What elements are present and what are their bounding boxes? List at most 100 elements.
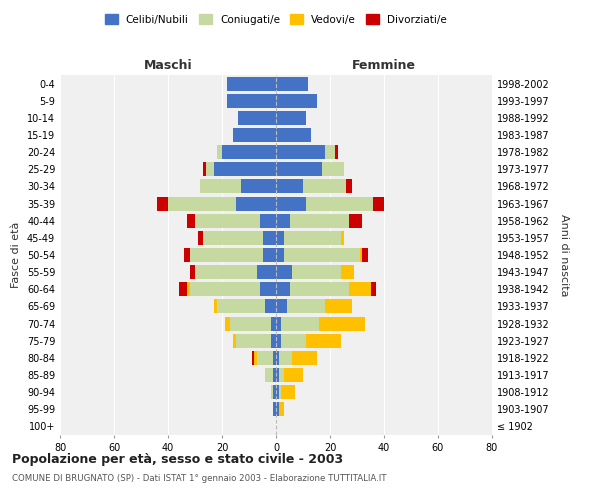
Bar (276, 231, 284, 245)
Bar (235, 196, 276, 210)
Bar (276, 265, 292, 279)
Bar (271, 385, 274, 399)
Bar (306, 196, 373, 210)
Bar (276, 385, 278, 399)
Bar (274, 368, 276, 382)
Text: Maschi: Maschi (143, 58, 193, 71)
Bar (284, 231, 341, 245)
Bar (278, 402, 284, 416)
Bar (184, 248, 190, 262)
Bar (190, 265, 195, 279)
Bar (260, 282, 276, 296)
Text: COMUNE DI BRUGNATO (SP) - Dati ISTAT 1° gennaio 2003 - Elaborazione TUTTITALIA.I: COMUNE DI BRUGNATO (SP) - Dati ISTAT 1° … (12, 474, 386, 483)
Bar (224, 316, 230, 330)
Bar (335, 145, 338, 159)
Bar (276, 282, 290, 296)
Bar (292, 351, 317, 365)
Bar (290, 214, 349, 228)
Bar (276, 214, 290, 228)
Bar (217, 145, 222, 159)
Bar (292, 265, 341, 279)
Bar (195, 265, 257, 279)
Bar (236, 334, 271, 347)
Bar (303, 180, 346, 194)
Bar (349, 214, 362, 228)
Bar (238, 111, 276, 125)
Bar (276, 248, 284, 262)
Bar (371, 282, 376, 296)
Bar (230, 316, 271, 330)
Bar (276, 111, 306, 125)
Bar (257, 351, 274, 365)
Bar (233, 128, 276, 142)
Bar (217, 300, 265, 314)
Bar (263, 248, 276, 262)
Bar (200, 180, 241, 194)
Bar (274, 385, 276, 399)
Bar (274, 402, 276, 416)
Bar (276, 196, 306, 210)
Bar (341, 265, 354, 279)
Text: Femmine: Femmine (352, 58, 416, 71)
Bar (241, 180, 276, 194)
Bar (276, 316, 281, 330)
Bar (362, 248, 368, 262)
Bar (190, 248, 263, 262)
Bar (227, 76, 276, 90)
Bar (276, 180, 303, 194)
Bar (281, 334, 306, 347)
Bar (287, 300, 325, 314)
Bar (306, 334, 341, 347)
Bar (349, 282, 371, 296)
Bar (203, 231, 263, 245)
Bar (319, 316, 365, 330)
Y-axis label: Anni di nascita: Anni di nascita (559, 214, 569, 296)
Bar (203, 162, 206, 176)
Bar (190, 282, 260, 296)
Bar (341, 231, 343, 245)
Bar (195, 214, 260, 228)
Bar (187, 214, 195, 228)
Bar (206, 162, 214, 176)
Bar (284, 248, 360, 262)
Bar (278, 385, 281, 399)
Bar (276, 351, 278, 365)
Bar (276, 128, 311, 142)
Bar (227, 94, 276, 108)
Bar (187, 282, 190, 296)
Bar (214, 300, 217, 314)
Bar (265, 368, 274, 382)
Bar (276, 145, 325, 159)
Bar (263, 231, 276, 245)
Bar (265, 300, 276, 314)
Bar (322, 162, 343, 176)
Bar (276, 300, 287, 314)
Bar (274, 351, 276, 365)
Bar (276, 76, 308, 90)
Bar (257, 265, 276, 279)
Bar (260, 214, 276, 228)
Bar (278, 351, 292, 365)
Bar (222, 145, 276, 159)
Bar (290, 282, 349, 296)
Bar (325, 300, 352, 314)
Bar (252, 351, 254, 365)
Bar (271, 334, 276, 347)
Bar (168, 196, 235, 210)
Bar (214, 162, 276, 176)
Bar (325, 145, 335, 159)
Bar (254, 351, 257, 365)
Bar (179, 282, 187, 296)
Bar (373, 196, 384, 210)
Bar (276, 368, 278, 382)
Bar (157, 196, 168, 210)
Bar (276, 94, 317, 108)
Bar (198, 231, 203, 245)
Bar (346, 180, 352, 194)
Legend: Celibi/Nubili, Coniugati/e, Vedovi/e, Divorziati/e: Celibi/Nubili, Coniugati/e, Vedovi/e, Di… (101, 10, 451, 29)
Bar (278, 368, 284, 382)
Bar (281, 385, 295, 399)
Y-axis label: Fasce di età: Fasce di età (11, 222, 21, 288)
Bar (271, 316, 276, 330)
Bar (276, 334, 281, 347)
